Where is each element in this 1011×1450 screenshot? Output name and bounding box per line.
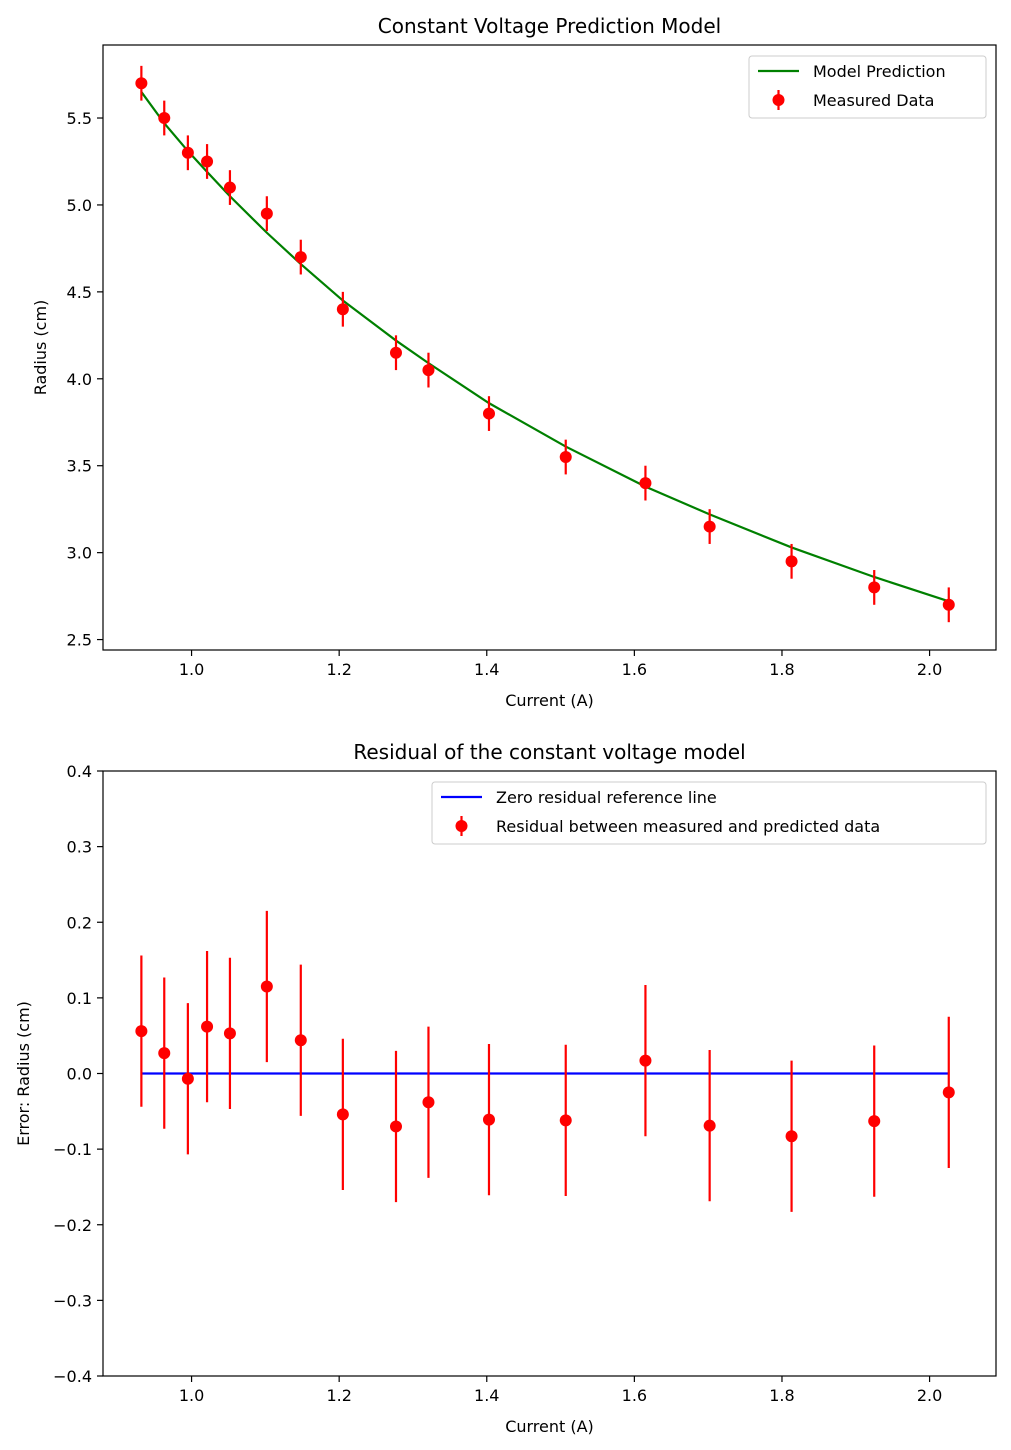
plot-area [135,910,955,1212]
data-point-2 [158,112,171,125]
y-tick-label: 3.5 [67,457,92,476]
axes-frame [102,44,997,651]
plot-area [135,65,955,623]
legend: Zero residual reference line Residual bet… [431,781,987,845]
data-point-14 [703,520,716,533]
y-tick-label: 0.0 [67,1065,92,1084]
chart-panel-1: Constant Voltage Prediction Model 1.0 1.2 1… [31,14,997,710]
data-point-3 [181,1072,194,1085]
y-axis-label: Error: Radius (cm) [14,1001,33,1146]
data-point-9 [389,346,402,359]
legend-label: Residual between measured and predicted … [496,817,880,836]
legend-frame [431,781,987,845]
x-tick-label: 2.0 [917,1386,942,1405]
x-tick-label: 1.4 [474,1386,499,1405]
data-point-14 [703,1119,716,1132]
data-point-17 [942,1086,955,1099]
y-tick-label: 3.0 [67,544,92,563]
x-tick-label: 1.0 [179,660,204,679]
x-axis-label: Current (A) [505,691,594,710]
y-tick-label: 5.0 [67,196,92,215]
data-point-11 [482,1113,495,1126]
data-point-1 [135,77,148,90]
x-tick-label: 1.4 [474,660,499,679]
data-point-12 [559,451,572,464]
data-point-5 [223,1027,236,1040]
y-tick-label: −0.3 [53,1291,92,1310]
y-tick-label: 0.3 [67,838,92,857]
data-point-7 [294,1034,307,1047]
x-axis-label: Current (A) [505,1417,594,1436]
legend: Model Prediction Measured Data [748,55,987,119]
x-tick-label: 1.2 [326,1386,351,1405]
legend-label: Zero residual reference line [496,788,717,807]
y-tick-label: −0.1 [53,1140,92,1159]
x-tick-label: 1.2 [326,660,351,679]
data-point-4 [201,1020,214,1033]
y-tick-label: 5.5 [67,109,92,128]
data-point-10 [422,1096,435,1109]
data-point-3 [181,146,194,159]
data-point-12 [559,1114,572,1127]
y-tick-label: 0.4 [67,762,92,781]
legend-label: Measured Data [813,91,934,110]
x-tick-label: 1.8 [769,660,794,679]
legend-point-marker [772,94,785,106]
y-tick-label: 4.5 [67,283,92,302]
data-point-13 [639,477,652,490]
data-point-17 [942,598,955,611]
data-point-6 [260,980,273,993]
data-point-7 [294,251,307,264]
data-point-11 [482,407,495,420]
y-tick-label: 2.5 [67,631,92,650]
data-point-6 [260,207,273,220]
data-point-8 [336,303,349,316]
x-tick-label: 1.0 [179,1386,204,1405]
chart-title: Constant Voltage Prediction Model [378,14,721,38]
legend-label: Model Prediction [813,62,946,81]
x-tick-label: 2.0 [917,660,942,679]
data-point-16 [868,581,881,594]
data-point-15 [785,1130,798,1143]
data-point-15 [785,555,798,568]
y-tick-label: −0.2 [53,1216,92,1235]
x-tick-label: 1.8 [769,1386,794,1405]
data-point-16 [868,1115,881,1128]
chart-title: Residual of the constant voltage model [353,740,745,764]
data-point-2 [158,1047,171,1060]
y-axis-label: Radius (cm) [31,300,50,396]
x-tick-label: 1.6 [622,1386,647,1405]
data-point-5 [223,181,236,194]
legend-frame [748,55,987,119]
data-point-1 [135,1025,148,1038]
x-tick-label: 1.6 [622,660,647,679]
y-tick-label: 0.2 [67,913,92,932]
data-point-8 [336,1108,349,1121]
y-tick-label: 0.1 [67,989,92,1008]
data-point-10 [422,364,435,377]
y-tick-label: 4.0 [67,370,92,389]
data-point-9 [389,1120,402,1133]
data-point-13 [639,1054,652,1067]
legend-point-marker [455,820,468,832]
y-tick-label: −0.4 [53,1367,92,1386]
chart-panel-2: Residual of the constant voltage model 1.… [14,740,997,1436]
data-point-4 [201,155,214,168]
